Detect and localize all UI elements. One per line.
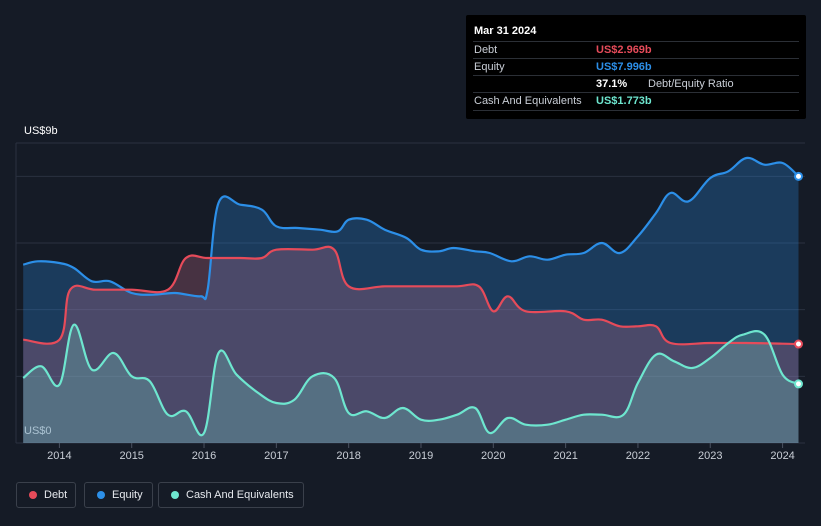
x-tick-label: 2020 [481, 450, 506, 462]
x-tick-label: 2024 [770, 450, 795, 462]
tooltip-ratio-value: 37.1% [596, 78, 628, 90]
x-tick-label: 2014 [47, 450, 72, 462]
legend-debt-label: Debt [44, 489, 68, 501]
equity-area [23, 157, 799, 444]
debt-area [23, 246, 799, 443]
end-markers [793, 171, 803, 389]
y-axis-bottom-label: US$0 [24, 425, 52, 437]
tooltip-debt-label: Debt [474, 44, 498, 56]
cash-end-marker [793, 379, 803, 389]
x-tick-label: 2018 [336, 450, 361, 462]
cash-area [23, 324, 799, 443]
x-tick-label: 2019 [408, 450, 434, 462]
tooltip-row-ratio: 37.1% Debt/Equity Ratio [473, 75, 799, 93]
tooltip-date: Mar 31 2024 [474, 25, 537, 37]
series-areas [23, 157, 799, 444]
tooltip-equity-value: US$7.996b [596, 61, 652, 73]
tooltip-cash-value: US$1.773b [596, 95, 652, 107]
tooltip-row-equity: Equity US$7.996b [473, 58, 799, 76]
debt-end-marker [793, 339, 803, 349]
cash-line [22, 323, 800, 437]
tooltip-cash-label: Cash And Equivalents [474, 95, 582, 107]
x-tick-label: 2017 [264, 450, 289, 462]
equity-dot-icon [97, 491, 105, 499]
legend-item-equity[interactable]: Equity [84, 482, 153, 508]
tooltip-panel: Mar 31 2024 Debt US$2.969b Equity US$7.9… [466, 15, 806, 119]
tooltip-row-cash: Cash And Equivalents US$1.773b [473, 92, 799, 111]
debt-line [23, 245, 799, 346]
equity-end-marker [793, 171, 803, 181]
x-tick-label: 2021 [553, 450, 578, 462]
legend-cash-label: Cash And Equivalents [186, 489, 294, 501]
tooltip-ratio-label: Debt/Equity Ratio [648, 78, 734, 90]
gridlines [15, 142, 805, 444]
tooltip-row-debt: Debt US$2.969b [473, 41, 799, 59]
y-axis-top-label: US$9b [24, 125, 58, 137]
tooltip-debt-value: US$2.969b [596, 44, 652, 56]
series-lines [22, 156, 800, 437]
legend-equity-label: Equity [112, 489, 143, 501]
x-tick-label: 2023 [698, 450, 723, 462]
cash-dot-icon [171, 491, 179, 499]
equity-line [22, 156, 800, 301]
legend-item-debt[interactable]: Debt [16, 482, 76, 508]
x-axis-ticks [58, 443, 784, 448]
x-tick-label: 2016 [191, 450, 217, 462]
legend-item-cash[interactable]: Cash And Equivalents [158, 482, 304, 508]
tooltip-equity-label: Equity [474, 61, 505, 73]
debt-dot-icon [29, 491, 37, 499]
x-tick-label: 2015 [119, 450, 144, 462]
x-tick-label: 2022 [625, 450, 651, 462]
